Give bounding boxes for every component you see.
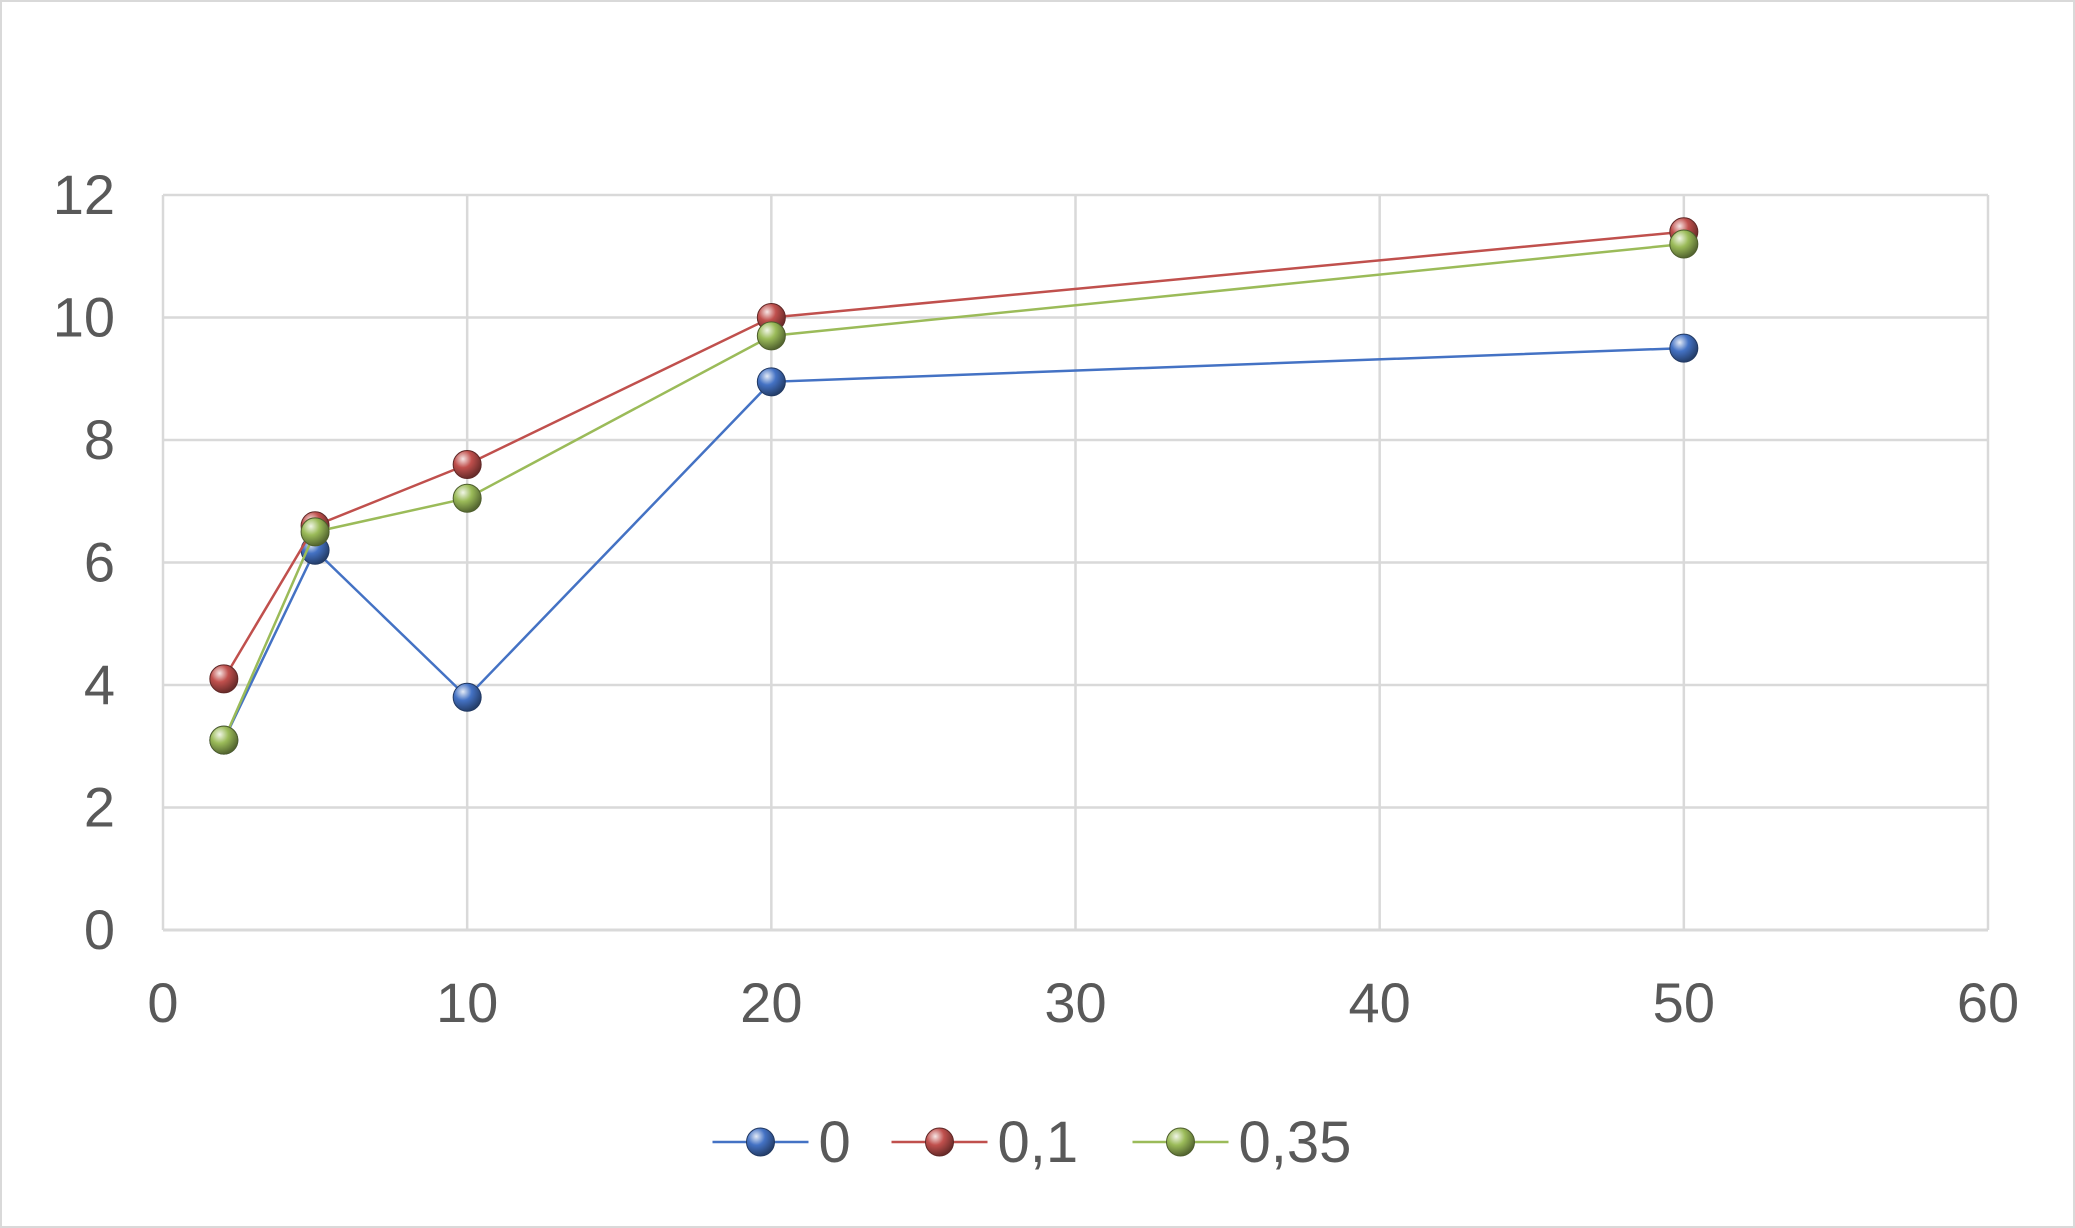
data-point xyxy=(452,682,482,712)
y-tick-label: 8 xyxy=(84,408,115,471)
series-1 xyxy=(209,333,1699,755)
data-point xyxy=(756,321,786,351)
legend-marker-swatch xyxy=(1166,1127,1195,1157)
y-tick-label: 2 xyxy=(84,776,115,839)
data-point xyxy=(1669,333,1699,363)
y-tick-label: 6 xyxy=(84,531,115,594)
y-tick-label: 12 xyxy=(53,163,115,226)
plot-series xyxy=(209,217,1699,755)
series-2 xyxy=(209,217,1699,694)
series-3 xyxy=(209,229,1699,755)
x-tick-label: 20 xyxy=(740,971,802,1034)
data-point xyxy=(452,450,482,479)
y-axis-tick-labels: 0 2 4 6 8 10 12 xyxy=(53,163,115,961)
data-point xyxy=(209,664,239,694)
legend-marker-swatch xyxy=(746,1127,775,1157)
legend-label: 0 xyxy=(819,1110,851,1175)
data-point xyxy=(300,517,330,547)
data-point xyxy=(1669,229,1699,259)
x-tick-label: 0 xyxy=(147,971,178,1034)
y-tick-label: 4 xyxy=(84,653,115,716)
y-tick-label: 0 xyxy=(84,898,115,961)
series-line xyxy=(222,346,1684,741)
legend-item: 0,1 xyxy=(891,1110,1079,1175)
x-tick-label: 40 xyxy=(1349,971,1411,1034)
legend-item: 0 xyxy=(712,1110,851,1175)
y-tick-label: 10 xyxy=(53,286,115,349)
x-tick-label: 10 xyxy=(436,971,498,1034)
legend-label: 0,35 xyxy=(1239,1110,1352,1175)
data-point xyxy=(452,483,482,513)
legend-label: 0,1 xyxy=(998,1110,1079,1175)
legend-marker-swatch xyxy=(925,1127,954,1157)
series-line xyxy=(222,230,1684,680)
data-point xyxy=(209,725,239,755)
x-axis-tick-labels: 0 10 20 30 40 50 60 xyxy=(147,971,2019,1034)
x-tick-label: 30 xyxy=(1044,971,1106,1034)
legend: 0 0,1 0,35 xyxy=(712,1110,1352,1175)
x-tick-label: 50 xyxy=(1653,971,1715,1034)
x-tick-label: 60 xyxy=(1957,971,2019,1034)
data-point xyxy=(756,367,786,397)
legend-item: 0,35 xyxy=(1132,1110,1352,1175)
